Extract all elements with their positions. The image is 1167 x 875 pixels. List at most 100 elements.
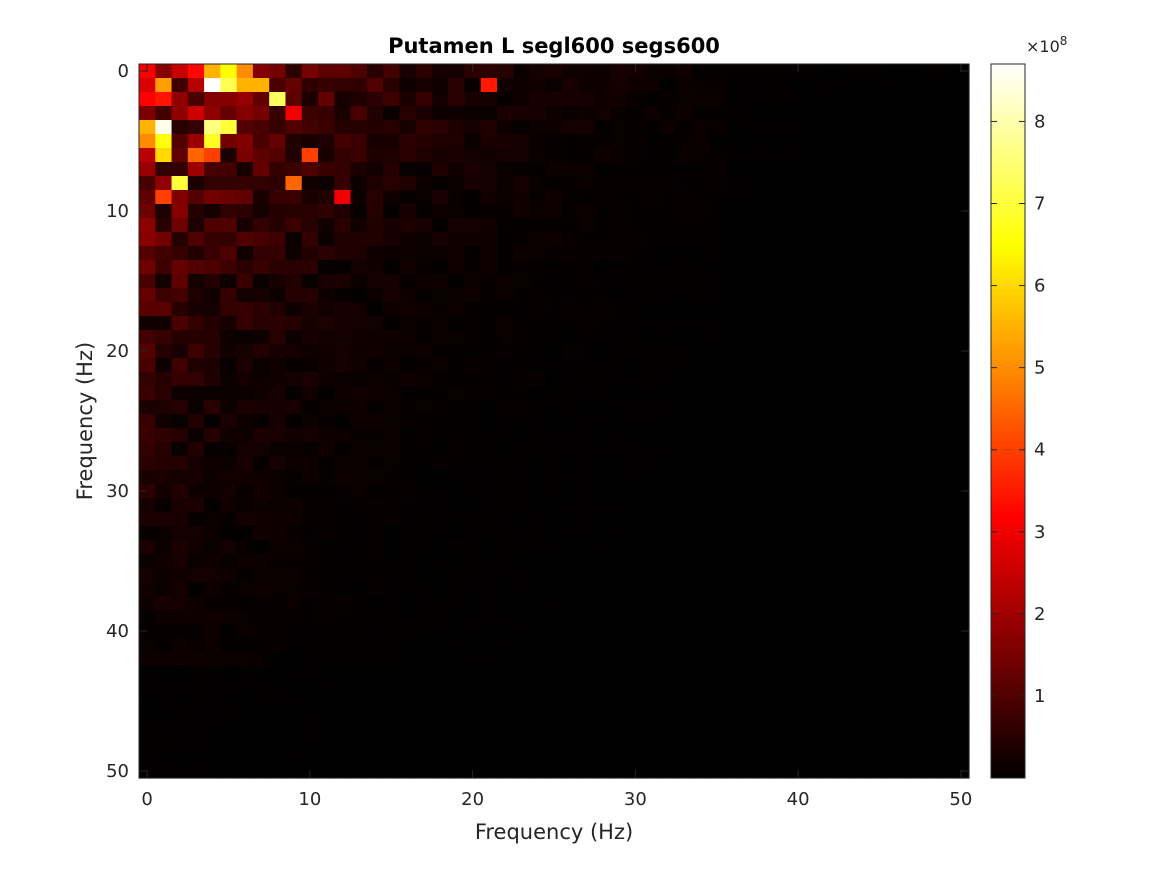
heatmap-cell <box>480 428 498 443</box>
heatmap-cell <box>773 764 791 779</box>
heatmap-cell <box>610 638 628 653</box>
heatmap-cell <box>480 652 498 667</box>
heatmap-cell <box>334 596 352 611</box>
heatmap-cell <box>431 554 449 569</box>
heatmap-cell <box>676 582 693 597</box>
heatmap-cell <box>529 540 547 555</box>
heatmap-cell <box>903 344 921 359</box>
heatmap-cell <box>236 386 254 401</box>
heatmap-cell <box>887 400 905 415</box>
heatmap-cell <box>415 708 433 723</box>
heatmap-cell <box>464 260 482 275</box>
heatmap-cell <box>903 428 921 443</box>
heatmap-cell <box>871 64 889 79</box>
heatmap-cell <box>936 372 954 387</box>
heatmap-cell <box>855 610 872 625</box>
heatmap-cell <box>578 624 596 639</box>
heatmap-cell <box>676 540 693 555</box>
heatmap-cell <box>155 540 173 555</box>
heatmap-cell <box>610 190 628 205</box>
heatmap-cell <box>627 498 645 513</box>
heatmap-cell <box>155 694 173 709</box>
heatmap-cell <box>676 526 693 541</box>
heatmap-cell <box>627 680 645 695</box>
heatmap-cell <box>220 666 238 681</box>
heatmap-cell <box>562 526 580 541</box>
heatmap-cell <box>464 582 482 597</box>
heatmap-cell <box>610 358 628 373</box>
heatmap-cell <box>464 750 482 765</box>
heatmap-cell <box>643 554 661 569</box>
heatmap-cell <box>855 428 872 443</box>
heatmap-cell <box>871 442 889 457</box>
heatmap-cell <box>415 624 433 639</box>
heatmap-cell <box>855 526 872 541</box>
heatmap-cell <box>431 134 449 149</box>
heatmap-cell <box>659 680 677 695</box>
y-tick-label: 20 <box>106 341 129 362</box>
heatmap-cell <box>171 568 189 583</box>
heatmap-cell <box>236 232 254 247</box>
heatmap-cell <box>480 274 498 289</box>
heatmap-cell <box>318 260 335 275</box>
heatmap-cell <box>187 162 205 177</box>
heatmap-cell <box>415 680 433 695</box>
heatmap-cell <box>236 134 254 149</box>
heatmap-cell <box>139 666 156 681</box>
heatmap-cell <box>545 92 563 107</box>
heatmap-cell <box>741 526 759 541</box>
heatmap-cell <box>692 400 710 415</box>
heatmap-cell <box>659 498 677 513</box>
heatmap-cell <box>545 624 563 639</box>
heatmap-cell <box>659 484 677 499</box>
heatmap-cell <box>220 750 238 765</box>
x-tick-label: 30 <box>624 789 647 810</box>
heatmap-cell <box>529 498 547 513</box>
heatmap-cell <box>806 414 824 429</box>
heatmap-cell <box>757 330 775 345</box>
heatmap-cell <box>610 722 628 737</box>
heatmap-cell <box>171 652 189 667</box>
heatmap-cell <box>399 162 417 177</box>
heatmap-cell <box>855 106 872 121</box>
heatmap-cell <box>204 106 221 121</box>
heatmap-cell <box>741 582 759 597</box>
heatmap-cell <box>708 134 726 149</box>
heatmap-cell <box>920 190 938 205</box>
heatmap-cell <box>139 456 156 471</box>
heatmap-cell <box>936 554 954 569</box>
heatmap-cell <box>887 624 905 639</box>
heatmap-cell <box>301 666 319 681</box>
heatmap-cell <box>627 148 645 163</box>
heatmap-cell <box>155 190 173 205</box>
heatmap-cell <box>708 78 726 93</box>
heatmap-cell <box>773 750 791 765</box>
heatmap-cell <box>887 302 905 317</box>
heatmap-cell <box>594 288 612 303</box>
heatmap-cell <box>806 64 824 79</box>
heatmap-cell <box>464 638 482 653</box>
heatmap-cell <box>594 680 612 695</box>
heatmap-cell <box>497 344 514 359</box>
heatmap-cell <box>497 64 514 79</box>
heatmap-cell <box>285 246 303 261</box>
heatmap-cell <box>887 638 905 653</box>
heatmap-cell <box>155 372 173 387</box>
heatmap-cell <box>301 176 319 191</box>
heatmap-cell <box>431 316 449 331</box>
heatmap-cell <box>659 92 677 107</box>
heatmap-cell <box>610 148 628 163</box>
heatmap-cell <box>838 302 856 317</box>
heatmap-cell <box>171 274 189 289</box>
heatmap-cell <box>139 582 156 597</box>
heatmap-cell <box>252 596 270 611</box>
heatmap-cell <box>318 330 335 345</box>
heatmap-cell <box>676 344 693 359</box>
heatmap-cell <box>610 162 628 177</box>
heatmap-cell <box>431 162 449 177</box>
heatmap-cell <box>741 260 759 275</box>
heatmap-cell <box>529 148 547 163</box>
heatmap-cell <box>952 638 970 653</box>
heatmap-cell <box>627 610 645 625</box>
heatmap-cell <box>366 106 384 121</box>
